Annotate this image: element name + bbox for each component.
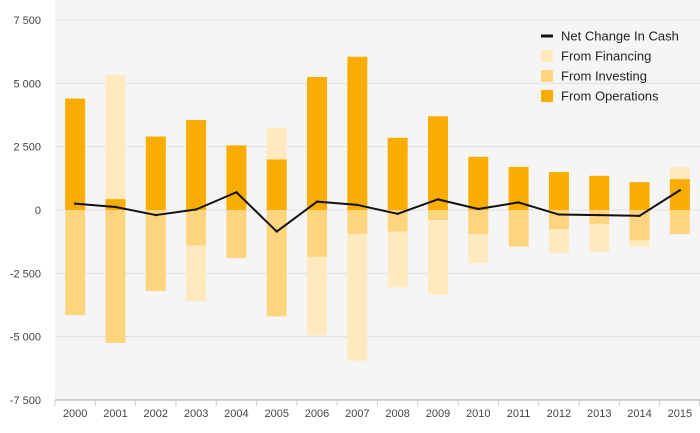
bar-from-investing <box>145 210 166 292</box>
bar-from-operations <box>266 159 287 210</box>
bar-from-investing <box>347 210 368 235</box>
x-tick-label: 2011 <box>507 408 531 420</box>
bar-from-operations <box>468 156 489 210</box>
bar-from-investing <box>387 210 408 232</box>
net-change-point <box>154 213 157 217</box>
legend-label-from-financing: From Financing <box>561 49 651 64</box>
y-tick-label: 2 500 <box>13 142 41 154</box>
net-change-point <box>557 213 561 216</box>
y-tick-label: 7 500 <box>13 15 41 27</box>
bar-from-financing <box>629 240 650 247</box>
net-change-point <box>598 213 601 217</box>
net-change-point <box>73 202 77 205</box>
net-change-point <box>477 207 480 211</box>
bar-from-financing <box>307 256 328 336</box>
legend-swatch-from-financing <box>541 50 553 62</box>
net-change-point <box>396 212 399 215</box>
bar-from-operations <box>65 98 86 210</box>
bar-from-financing <box>387 231 408 288</box>
x-tick-label: 2014 <box>627 408 651 420</box>
bar-from-operations <box>427 116 448 210</box>
legend: Net Change In Cash From Financing From Inv… <box>541 29 679 104</box>
y-tick-label: 5 000 <box>13 78 41 90</box>
bar-from-investing <box>186 210 207 246</box>
net-change-line <box>73 189 682 233</box>
bar-from-operations <box>105 199 126 210</box>
bar-from-financing <box>548 229 569 254</box>
legend-label-from-investing: From Investing <box>561 69 647 84</box>
net-change-point <box>114 205 117 209</box>
bar-from-operations <box>186 120 207 210</box>
net-change-point <box>235 191 238 194</box>
x-tick-label: 2015 <box>668 408 692 420</box>
bar-from-operations <box>669 179 690 210</box>
x-tick-label: 2005 <box>264 408 288 420</box>
legend-swatch-net-change-in-cash <box>541 34 553 38</box>
bar-from-operations <box>145 136 166 210</box>
x-tick-label: 2006 <box>305 408 329 420</box>
bar-from-investing <box>105 210 126 343</box>
bar-from-operations <box>589 175 610 210</box>
bar-from-financing <box>347 234 368 361</box>
legend-swatch-from-operations <box>541 90 553 102</box>
x-tick-label: 2010 <box>466 408 490 420</box>
bar-from-financing <box>266 127 287 160</box>
y-tick-label: -2 500 <box>10 268 41 280</box>
legend-label-from-operations: From Operations <box>561 89 659 104</box>
bar-from-financing <box>105 74 126 200</box>
bar-from-investing <box>307 210 328 257</box>
bar-from-operations <box>548 172 569 210</box>
bar-from-investing <box>589 210 610 224</box>
bar-from-investing <box>468 210 489 235</box>
y-tick-label: -5 000 <box>10 332 41 344</box>
bar-from-investing <box>266 210 287 317</box>
bar-from-operations <box>347 56 368 210</box>
bar-from-financing <box>669 167 690 180</box>
x-tick-label: 2002 <box>144 408 168 420</box>
net-change-point <box>356 203 359 207</box>
y-axis: 7 500 5 000 2 500 0 -2 500 -5 000 -7 500 <box>10 15 41 407</box>
x-tick-label: 2001 <box>103 408 127 420</box>
x-tick-label: 2007 <box>345 408 369 420</box>
net-change-point <box>275 230 278 233</box>
net-change-point <box>638 214 641 218</box>
bar-from-financing <box>589 223 610 252</box>
x-tick-label: 2012 <box>547 408 571 420</box>
x-tick-label: 2000 <box>63 408 87 420</box>
bar-from-investing <box>427 210 448 221</box>
x-tick-label: 2009 <box>426 408 450 420</box>
net-change-in-cash-line <box>75 189 681 233</box>
bar-from-operations <box>629 182 650 210</box>
bar-from-investing <box>508 210 529 247</box>
x-tick-label: 2003 <box>184 408 208 420</box>
bars <box>65 56 690 361</box>
x-tick-label: 2013 <box>587 408 611 420</box>
bar-from-investing <box>226 210 247 259</box>
bar-from-investing <box>65 210 86 316</box>
net-change-point <box>517 201 520 204</box>
legend-swatch-from-investing <box>541 70 553 82</box>
x-tick-label: 2004 <box>224 408 248 420</box>
bar-from-operations <box>387 137 408 210</box>
bar-from-financing <box>427 220 448 295</box>
bar-from-financing <box>468 234 489 264</box>
bar-from-operations <box>508 166 529 210</box>
bar-from-investing <box>629 210 650 241</box>
legend-label-net-change-in-cash: Net Change In Cash <box>561 29 679 44</box>
bar-from-operations <box>307 77 328 210</box>
bar-from-investing <box>669 210 690 235</box>
x-axis: 2000 2001 2002 2003 2004 2005 2006 2007 2008 2009… <box>54 399 700 420</box>
net-change-point <box>436 198 440 201</box>
net-change-point <box>194 208 198 211</box>
net-change-point <box>315 200 319 203</box>
x-tick-label: 2008 <box>385 408 409 420</box>
net-change-point <box>678 189 682 192</box>
y-tick-label: 0 <box>35 205 41 217</box>
bar-from-financing <box>186 245 207 302</box>
y-tick-label: -7 500 <box>10 395 41 407</box>
